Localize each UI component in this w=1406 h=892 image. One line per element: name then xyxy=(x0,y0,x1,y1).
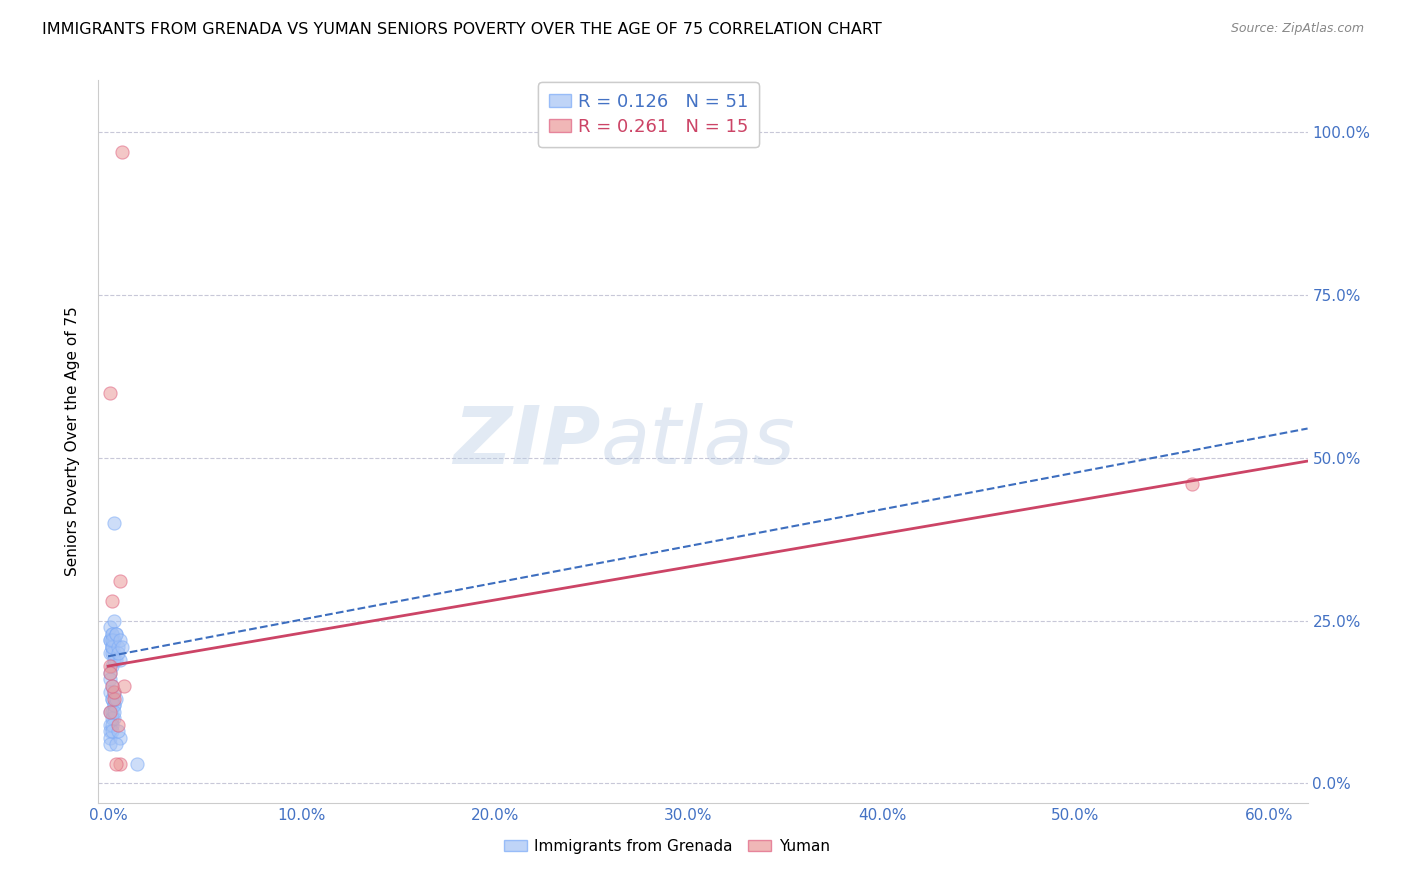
Legend: Immigrants from Grenada, Yuman: Immigrants from Grenada, Yuman xyxy=(498,833,835,860)
Point xyxy=(103,691,125,706)
Point xyxy=(103,698,125,713)
Point xyxy=(98,665,121,680)
Point xyxy=(101,705,124,719)
Point xyxy=(107,724,129,739)
Point xyxy=(111,145,134,159)
Point xyxy=(101,691,124,706)
Point xyxy=(111,640,134,654)
Text: IMMIGRANTS FROM GRENADA VS YUMAN SENIORS POVERTY OVER THE AGE OF 75 CORRELATION : IMMIGRANTS FROM GRENADA VS YUMAN SENIORS… xyxy=(42,22,882,37)
Point xyxy=(98,705,121,719)
Point xyxy=(101,717,124,731)
Point xyxy=(103,652,125,666)
Point xyxy=(101,679,124,693)
Point xyxy=(98,672,121,686)
Point xyxy=(103,685,125,699)
Point xyxy=(101,659,124,673)
Point xyxy=(103,698,125,713)
Point xyxy=(108,633,131,648)
Point xyxy=(98,665,121,680)
Text: atlas: atlas xyxy=(600,402,794,481)
Point xyxy=(104,626,127,640)
Point xyxy=(101,646,124,660)
Point xyxy=(98,685,121,699)
Point xyxy=(104,691,127,706)
Point xyxy=(108,652,131,666)
Point xyxy=(98,646,121,660)
Text: Source: ZipAtlas.com: Source: ZipAtlas.com xyxy=(1230,22,1364,36)
Point xyxy=(104,756,127,771)
Point xyxy=(98,633,121,648)
Point xyxy=(101,626,124,640)
Point xyxy=(108,756,131,771)
Point xyxy=(101,640,124,654)
Point xyxy=(98,385,121,400)
Point xyxy=(103,516,125,530)
Point xyxy=(98,717,121,731)
Point xyxy=(107,717,129,731)
Point xyxy=(103,633,125,648)
Point xyxy=(101,711,124,725)
Point xyxy=(107,646,129,660)
Point xyxy=(104,626,127,640)
Point xyxy=(101,679,124,693)
Point xyxy=(101,640,124,654)
Point xyxy=(98,724,121,739)
Point xyxy=(103,646,125,660)
Point xyxy=(103,685,125,699)
Point xyxy=(107,640,129,654)
Point xyxy=(1180,476,1202,491)
Point xyxy=(98,620,121,634)
Point xyxy=(101,594,124,608)
Point xyxy=(127,756,149,771)
Point xyxy=(101,724,124,739)
Point xyxy=(103,633,125,648)
Point xyxy=(98,737,121,751)
Point xyxy=(98,633,121,648)
Y-axis label: Seniors Poverty Over the Age of 75: Seniors Poverty Over the Age of 75 xyxy=(65,307,80,576)
Point xyxy=(104,652,127,666)
Text: ZIP: ZIP xyxy=(453,402,600,481)
Point xyxy=(98,659,121,673)
Point xyxy=(112,679,135,693)
Point xyxy=(103,711,125,725)
Point xyxy=(104,737,127,751)
Point xyxy=(101,640,124,654)
Point xyxy=(103,705,125,719)
Point xyxy=(103,614,125,628)
Point xyxy=(98,731,121,745)
Point xyxy=(108,731,131,745)
Point xyxy=(101,633,124,648)
Point xyxy=(101,626,124,640)
Point xyxy=(98,705,121,719)
Point xyxy=(101,691,124,706)
Point xyxy=(108,574,131,589)
